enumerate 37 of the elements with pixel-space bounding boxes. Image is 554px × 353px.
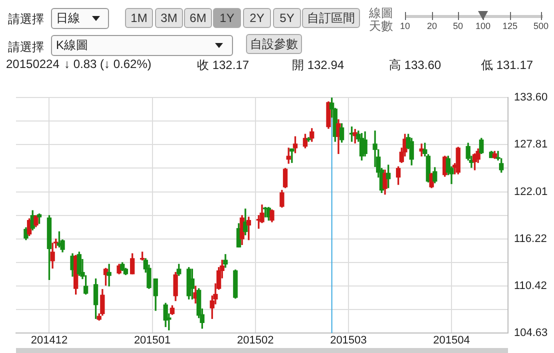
- y-tick-label: 127.81: [514, 138, 548, 151]
- x-tick-label: 201503: [330, 334, 367, 347]
- text: 開 132.94: [292, 57, 344, 74]
- text: 日線: [56, 10, 80, 27]
- button: 6M: [184, 8, 212, 28]
- x-tick-label: 201501: [134, 334, 171, 347]
- text: 20: [426, 21, 438, 31]
- y-tick-label: 104.63: [514, 327, 548, 340]
- y-tick-label: 122.01: [514, 186, 548, 198]
- text: 20150224: [6, 57, 60, 71]
- text: 500: [533, 21, 549, 31]
- text: ↓ 0.83 (↓ 0.62%): [64, 57, 152, 71]
- text: 100: [475, 21, 491, 31]
- button: 2Y: [243, 8, 271, 28]
- y-tick-label: 116.22: [514, 232, 547, 245]
- text: 線圖天數: [369, 6, 394, 33]
- text: 10: [398, 21, 411, 31]
- y-tick-label: 133.60: [514, 92, 548, 104]
- y-tick-label: 110.42: [514, 280, 547, 292]
- text: 125: [502, 21, 518, 31]
- button: 自訂區間: [302, 8, 360, 28]
- x-tick-label: 201412: [30, 334, 68, 347]
- text: 高 133.60: [389, 57, 442, 74]
- text: 收 132.17: [197, 57, 250, 74]
- text: 請選擇: [8, 39, 44, 56]
- x-tick-label: 201504: [433, 334, 470, 347]
- button: 5Y: [273, 8, 301, 28]
- x-tick-label: 201502: [236, 334, 274, 347]
- candlestick: [306, 137, 311, 142]
- text: 低 131.17: [481, 57, 534, 74]
- text: 請選擇: [8, 11, 44, 28]
- text: K線圖: [56, 37, 88, 54]
- button: 自設參數: [246, 34, 302, 54]
- text: 50: [452, 21, 464, 31]
- button: 1M: [125, 8, 153, 28]
- button: 1Y: [213, 8, 241, 28]
- button: 3M: [155, 8, 183, 28]
